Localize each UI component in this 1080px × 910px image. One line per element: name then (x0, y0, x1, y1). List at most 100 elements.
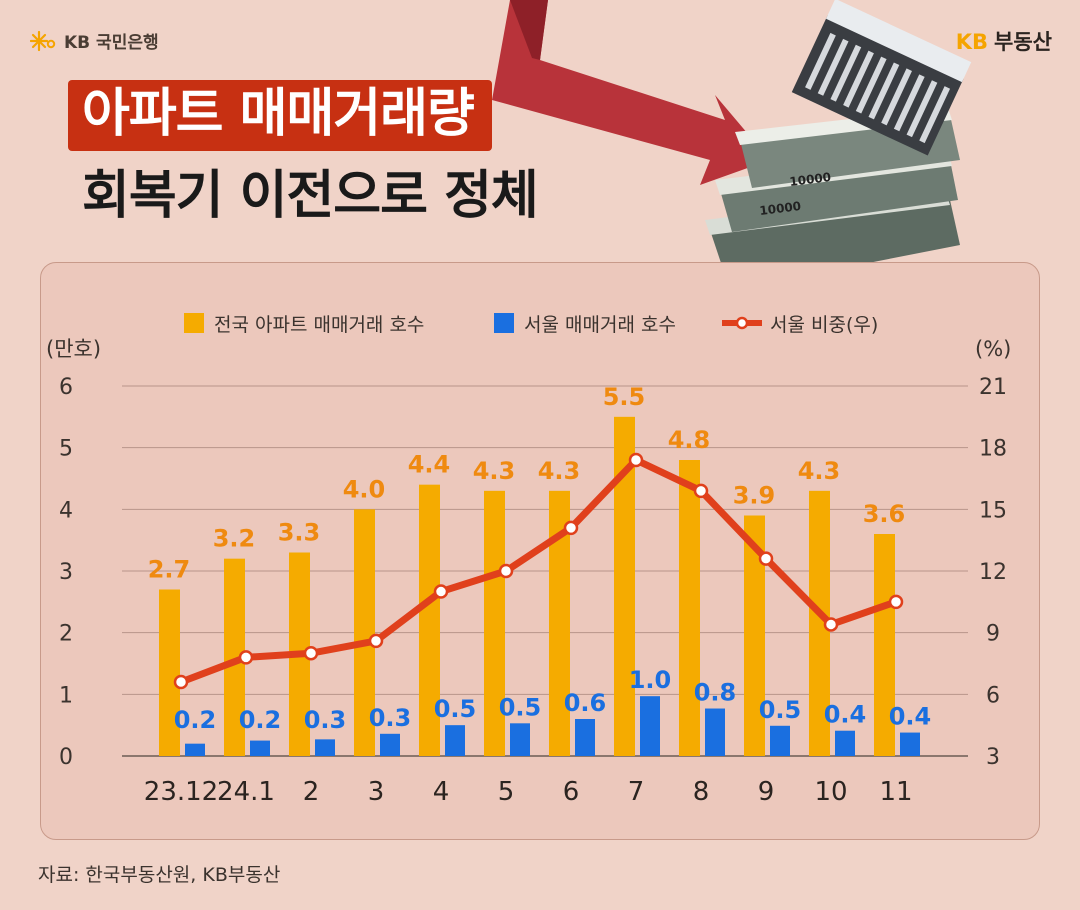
ratio-point (888, 594, 904, 610)
bar-seoul (315, 739, 335, 756)
data-label-seoul: 0.2 (239, 706, 282, 734)
bar-national (744, 515, 765, 756)
y-right-axis-label: (%) (975, 337, 1011, 361)
data-label-seoul: 0.4 (889, 703, 932, 731)
bar-seoul (835, 730, 855, 756)
y-left-tick-label: 6 (59, 375, 73, 400)
data-label-seoul: 0.6 (564, 689, 607, 717)
apartment-building-icon (791, 0, 972, 156)
bar-national (679, 460, 700, 756)
legend-swatch-national (184, 313, 204, 333)
ratio-line-path (179, 456, 898, 686)
down-arrow-icon (492, 0, 770, 185)
data-label-national: 4.4 (408, 451, 451, 479)
x-tick-label: 9 (758, 777, 775, 807)
ratio-point (498, 563, 514, 579)
ratio-point (563, 520, 579, 536)
banknote-label-2: 10000 (759, 199, 802, 218)
legend-label-seoul: 서울 매매거래 호수 (524, 314, 676, 336)
data-label-national: 5.5 (603, 383, 646, 411)
chart-panel (40, 262, 1040, 840)
bar-seoul (770, 725, 790, 756)
bar-national (354, 509, 375, 756)
data-label-national: 4.8 (668, 426, 711, 454)
data-label-seoul: 0.4 (824, 701, 867, 729)
realestate-brand-kb: KB (955, 30, 989, 54)
kb-bank-logo: KB 국민은행 (30, 28, 159, 53)
bar-national (159, 589, 180, 756)
x-tick-label: 24.1 (217, 777, 275, 807)
legend-label-ratio: 서울 비중(우) (770, 314, 878, 336)
page-subtitle: 회복기 이전으로 정체 (82, 166, 539, 226)
data-label-national: 4.3 (538, 457, 581, 485)
bar-seoul (380, 733, 400, 756)
ratio-point (628, 452, 644, 468)
banknote-label-1: 10000 (789, 170, 832, 189)
data-label-seoul: 0.8 (694, 679, 737, 707)
x-tick-label: 4 (433, 777, 450, 807)
bar-national (614, 416, 635, 756)
bank-brand-text: KB 국민은행 (64, 33, 159, 53)
y-left-tick-label: 0 (59, 745, 73, 770)
x-tick-label: 23.12 (144, 777, 218, 807)
y-right-tick-label: 6 (986, 683, 1000, 708)
bar-seoul (640, 696, 660, 756)
bar-national (549, 490, 570, 756)
ratio-point (823, 617, 839, 632)
ratio-point (693, 483, 709, 499)
x-tick-label: 2 (303, 777, 320, 807)
y-right-tick-label: 3 (986, 745, 1000, 770)
y-left-tick-label: 5 (59, 437, 73, 462)
data-label-national: 3.3 (278, 519, 321, 547)
data-label-seoul: 0.3 (369, 704, 412, 732)
data-label-seoul: 0.5 (434, 695, 477, 723)
falling-arrow-money-illustration: 10000 10000 100 (492, 0, 972, 290)
data-label-national: 3.9 (733, 482, 776, 510)
chart-legend: 전국 아파트 매매거래 호수 서울 매매거래 호수 서울 비중(우) (184, 313, 878, 336)
data-label-seoul: 1.0 (629, 666, 672, 694)
bar-seoul (705, 708, 725, 756)
bar-national (874, 534, 895, 756)
ratio-point (238, 650, 254, 665)
bar-seoul (250, 740, 270, 756)
legend-marker-ratio (735, 316, 749, 330)
bar-seoul (445, 725, 465, 756)
data-label-national: 4.3 (473, 457, 516, 485)
x-tick-label: 5 (498, 777, 515, 807)
y-left-tick-label: 2 (59, 622, 73, 647)
kb-star-icon (30, 30, 56, 51)
bar-national (224, 558, 245, 756)
data-label-national: 3.6 (863, 500, 906, 528)
source-note: 자료: 한국부동산원, KB부동산 (38, 864, 281, 886)
x-tick-label: 3 (368, 777, 385, 807)
bars (159, 416, 920, 756)
data-label-seoul: 0.3 (304, 706, 347, 734)
legend-label-national: 전국 아파트 매매거래 호수 (214, 314, 424, 336)
data-label-national: 4.3 (798, 457, 841, 485)
y-right-tick-label: 12 (979, 560, 1007, 585)
y-left-tick-label: 1 (59, 683, 73, 708)
bar-seoul (900, 732, 920, 756)
ratio-point (368, 633, 384, 649)
realestate-brand-name: 부동산 (994, 30, 1052, 54)
y-left-axis-label: (만호) (46, 337, 101, 361)
data-label-national: 2.7 (148, 556, 191, 584)
x-tick-label: 6 (563, 777, 580, 807)
ratio-point (303, 645, 319, 661)
ratio-point (758, 551, 774, 566)
bar-seoul (575, 719, 595, 756)
y-right-tick-label: 9 (986, 622, 1000, 647)
bar-national (484, 490, 505, 756)
data-label-national: 4.0 (343, 475, 386, 503)
y-right-tick-label: 18 (979, 437, 1007, 462)
x-tick-label: 8 (693, 777, 710, 807)
data-label-seoul: 0.5 (759, 696, 802, 724)
y-left-tick-label: 4 (59, 498, 73, 523)
x-tick-label: 11 (879, 777, 912, 807)
ratio-point (173, 674, 189, 690)
kb-realestate-logo: KB 부동산 (956, 26, 1052, 56)
bar-national (419, 484, 440, 756)
data-label-seoul: 0.2 (174, 706, 217, 734)
